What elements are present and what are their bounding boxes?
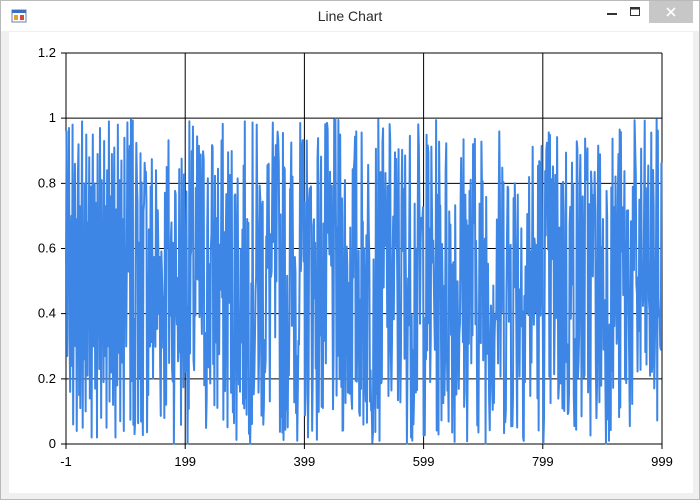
x-tick-label: 999 bbox=[651, 454, 673, 469]
y-axis-ticks: 0 0.2 0.4 0.6 0.8 1 1.2 bbox=[38, 45, 56, 451]
maximize-button[interactable] bbox=[621, 1, 649, 23]
x-tick-label: 799 bbox=[532, 454, 554, 469]
app-form-icon bbox=[11, 9, 27, 23]
x-axis-ticks: -1 199 399 599 799 999 bbox=[60, 454, 673, 469]
x-tick-label: -1 bbox=[60, 454, 72, 469]
y-tick-label: 0.2 bbox=[38, 371, 56, 386]
minimize-icon bbox=[607, 13, 617, 15]
y-tick-label: 0 bbox=[49, 436, 56, 451]
minimize-button[interactable] bbox=[598, 1, 626, 23]
x-tick-label: 599 bbox=[413, 454, 435, 469]
close-button[interactable] bbox=[649, 1, 693, 23]
close-icon bbox=[666, 7, 676, 17]
y-tick-label: 0.8 bbox=[38, 175, 56, 190]
x-tick-label: 199 bbox=[174, 454, 196, 469]
series-line bbox=[65, 118, 663, 445]
maximize-icon bbox=[630, 7, 640, 16]
y-tick-label: 0.6 bbox=[38, 241, 56, 256]
y-tick-label: 0.4 bbox=[38, 306, 56, 321]
line-chart: -1 199 399 599 799 999 0 0.2 0.4 0.6 0.8 1 1.2 bbox=[38, 45, 673, 469]
x-tick-label: 399 bbox=[294, 454, 316, 469]
window-title: Line Chart bbox=[317, 8, 383, 24]
chart-panel: -1 199 399 599 799 999 0 0.2 0.4 0.6 0.8 1 1.2 bbox=[9, 32, 693, 493]
y-tick-label: 1.2 bbox=[38, 45, 56, 60]
y-tick-label: 1 bbox=[49, 110, 56, 125]
chart-series-group bbox=[65, 118, 663, 445]
title-bar[interactable]: Line Chart bbox=[1, 1, 699, 31]
